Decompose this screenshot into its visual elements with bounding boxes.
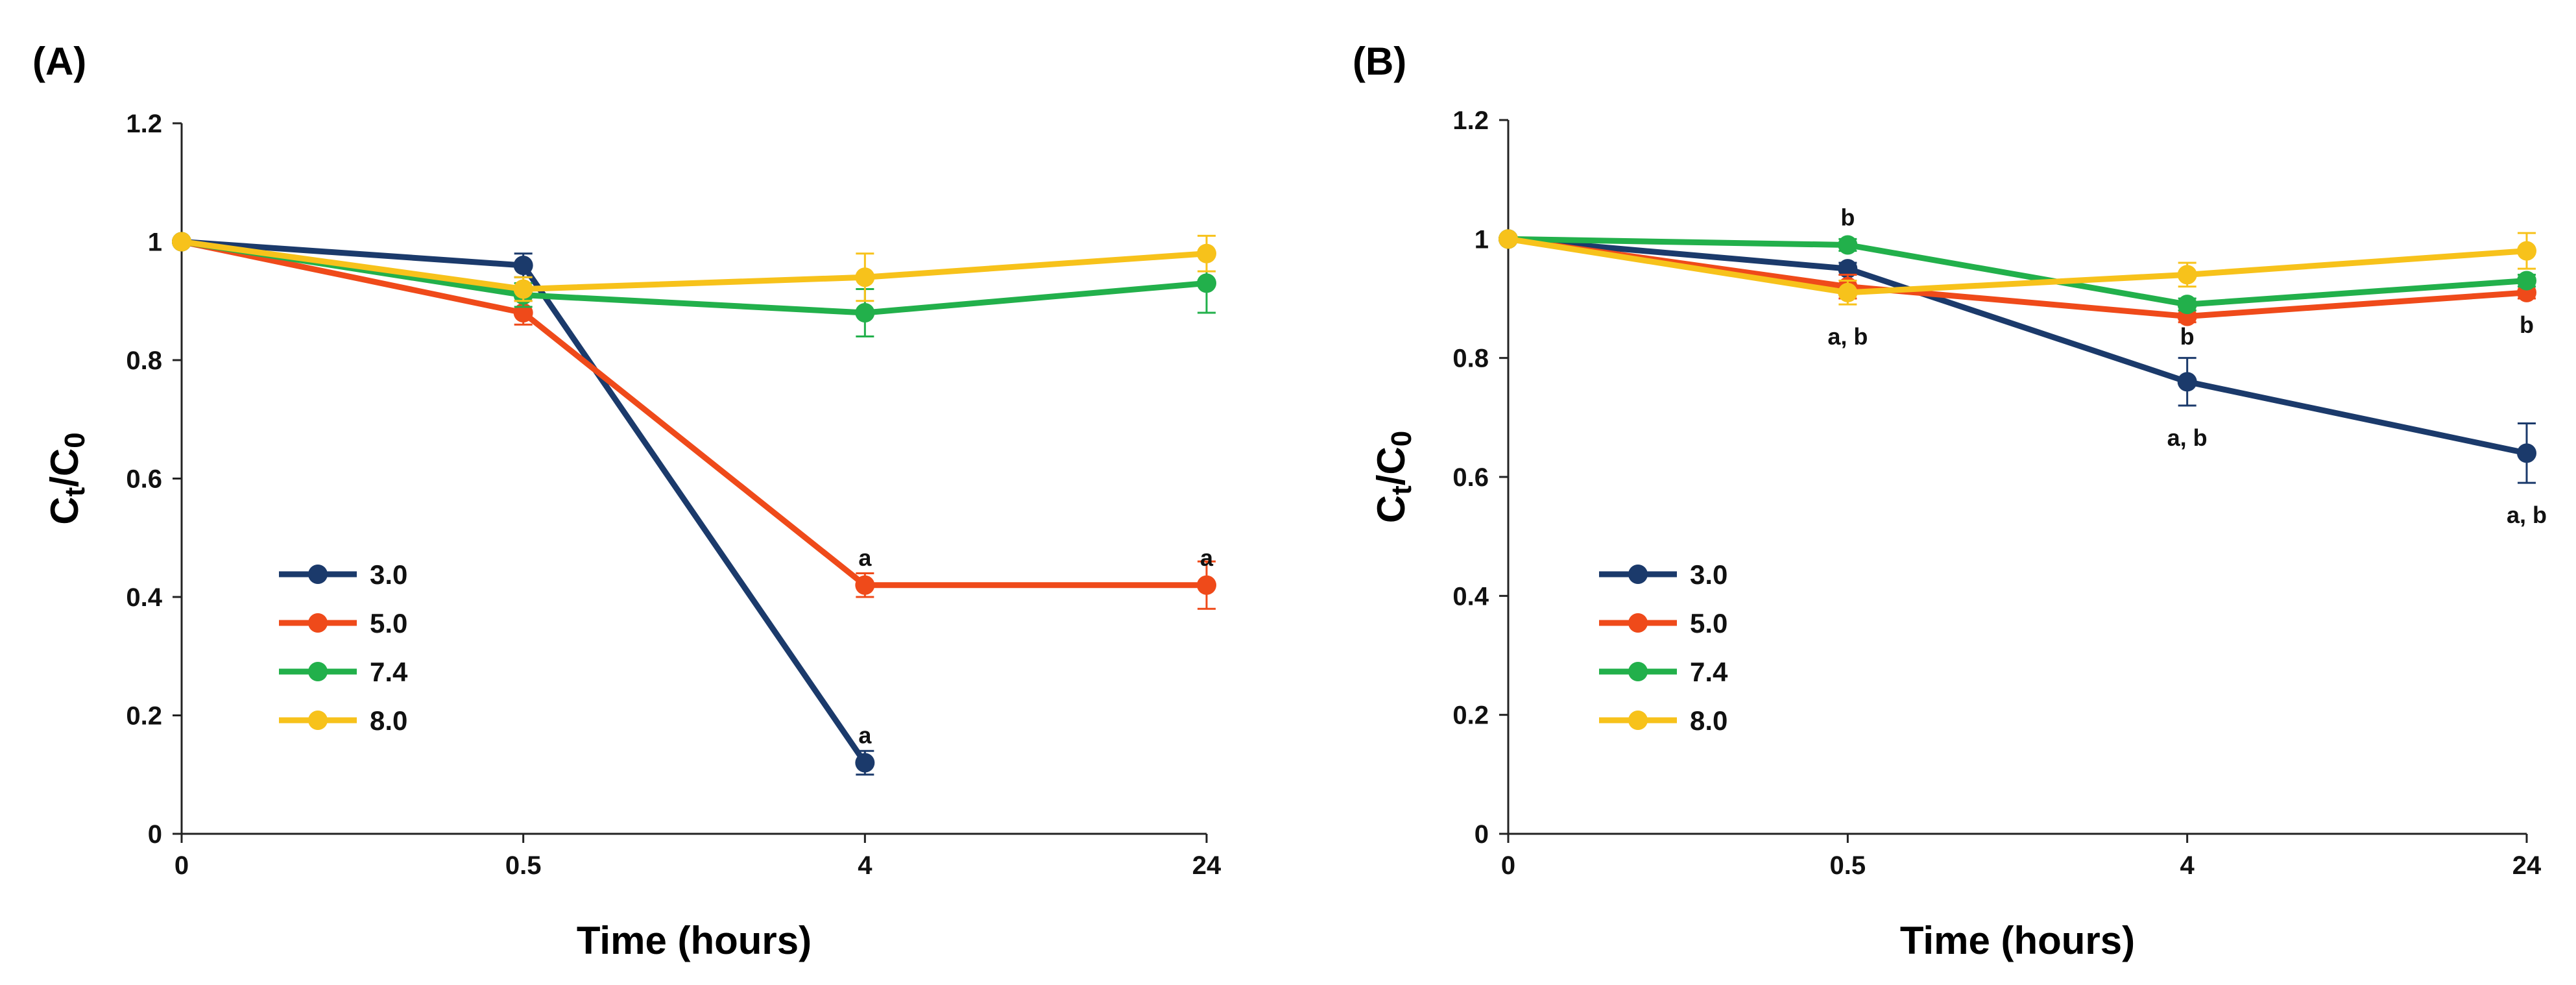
panel-b-x-tick-label: 0.5 (1830, 851, 1866, 880)
panel-a-series-7-4-line (181, 239, 1207, 316)
panel-a-series-5-0-point (1197, 575, 1216, 595)
panel-a-y-tick-label: 0.8 (126, 347, 162, 375)
panel-a-series-5-0-point (513, 303, 533, 322)
panel-b-y-tick-label: 0.4 (1452, 582, 1489, 611)
panel-b-y-tick-label: 1 (1475, 225, 1489, 254)
panel-a-legend-swatch-marker (308, 565, 328, 584)
panel-a-legend-label: 5.0 (370, 608, 407, 638)
panel-b-legend-swatch-marker (1628, 711, 1648, 730)
panel-a-significance-label: a (858, 544, 872, 571)
panel-a-y-tick-label: 0 (148, 820, 162, 849)
panel-a-legend-swatch-marker (308, 613, 328, 633)
panel-b-y-tick-label: 0 (1475, 820, 1489, 849)
panel-b-series-5-0-line (1508, 236, 2527, 319)
panel-a-y-axis-title-part: t (59, 487, 91, 496)
panel-b-x-tick-label: 0 (1501, 851, 1515, 880)
panel-b-x-tick-label: 4 (2180, 851, 2195, 880)
panel-a-x-axis-title: Time (hours) (577, 919, 812, 962)
panel-b-y-axis-title-part: 0 (1386, 431, 1417, 446)
panel-b-series-8-0-line (1508, 236, 2527, 296)
panel-a-y-axis-title-part: /C (43, 448, 86, 487)
panel-a-label: (A) (32, 40, 86, 83)
panel-b-legend-label: 3.0 (1690, 559, 1727, 590)
panel-a-significance-label: a (858, 722, 872, 749)
panel-a-legend-label: 3.0 (370, 559, 407, 590)
panel-b-series-3-0-point (2517, 443, 2536, 463)
panel-a-legend-label: 7.4 (370, 657, 408, 687)
panel-b-significance-label: b (1840, 204, 1855, 231)
panel-b-series-7-4-point (2177, 295, 2197, 315)
panel-b-series-8-0-point (2517, 241, 2536, 261)
panel-a-legend-swatch-marker (308, 711, 328, 730)
panel-b-x-tick-label: 24 (2512, 851, 2542, 880)
panel-a: (A) 0 0.2 0.4 0.6 0.8 1 1.2 0 0.5 4 24 Time (hours) C… (32, 40, 1222, 962)
panel-a-legend-swatch-marker (308, 662, 328, 681)
panel-b-label: (B) (1353, 40, 1406, 83)
panel-b-y-axis-title-part: C (1369, 495, 1413, 523)
panel-b-significance-label: b (2180, 323, 2195, 350)
panel-a-significance-label: a (1200, 544, 1214, 571)
panel-b-significance-label: b (2520, 311, 2534, 338)
panel-a-series-8-0-point (172, 232, 191, 252)
panel-b-series-7-4-point (2517, 271, 2536, 291)
panel-b-y-axis-title: Ct/C0 (1369, 431, 1417, 523)
panel-b-legend-swatch-marker (1628, 613, 1648, 633)
panel-b-legend-label: 7.4 (1690, 657, 1728, 687)
panel-b-y-tick-label: 1.2 (1452, 106, 1489, 135)
panel-a-legend-label: 8.0 (370, 705, 407, 736)
panel-b-series-8-0-point (2177, 265, 2197, 285)
panel-a-x-tick-label: 0.5 (505, 851, 542, 880)
panel-a-y-tick-label: 0.6 (126, 465, 162, 494)
panel-b: (B) 0 0.2 0.4 0.6 0.8 1 1.2 0 0.5 4 24 Time (hours) C… (1353, 40, 2547, 962)
panel-b-x-axis-title: Time (hours) (1900, 919, 2135, 962)
panel-a-y-tick-label: 0.2 (126, 702, 162, 731)
panel-a-y-axis-title: Ct/C0 (43, 432, 91, 524)
panel-a-series-8-0-point (513, 279, 533, 299)
panel-a-x-tick-label: 24 (1192, 851, 1222, 880)
panel-a-series-8-0-point (855, 267, 875, 287)
panel-b-y-tick-label: 0.8 (1452, 345, 1489, 373)
panel-a-y-axis-title-part: C (43, 496, 86, 524)
panel-b-legend-swatch-marker (1628, 662, 1648, 681)
panel-b-significance-label: a, b (2167, 424, 2208, 451)
panel-a-series-5-0-line (181, 239, 1207, 589)
panel-b-series-3-0-point (2177, 372, 2197, 392)
panel-b-y-tick-label: 0.6 (1452, 463, 1489, 492)
panel-b-legend-label: 8.0 (1690, 705, 1727, 736)
panel-a-series-7-4-point (855, 303, 875, 322)
panel-a-series-3-0-point (855, 753, 875, 773)
panel-b-y-axis-title-part: t (1386, 485, 1417, 495)
panel-a-series-3-0-point (513, 256, 533, 275)
panel-a-x-tick-label: 4 (858, 851, 873, 880)
panel-b-significance-label: a, b (2507, 502, 2547, 528)
panel-a-series-8-0-point (1197, 243, 1216, 263)
panel-a-series-5-0-point (855, 575, 875, 595)
panel-a-y-tick-label: 1.2 (126, 110, 162, 138)
panel-b-series-3-0-point (1838, 259, 1858, 279)
panel-b-series-8-0-point (1838, 282, 1858, 302)
panel-a-series-8-0-line (181, 239, 1207, 292)
panel-b-y-tick-label: 0.2 (1452, 701, 1489, 730)
panel-a-y-tick-label: 1 (148, 228, 162, 257)
panel-b-significance-label: a, b (1827, 323, 1868, 350)
panel-b-y-axis-title-part: /C (1369, 446, 1413, 485)
panel-b-legend-label: 5.0 (1690, 608, 1727, 638)
panel-a-series-7-4-point (1197, 273, 1216, 293)
panel-a-y-tick-label: 0.4 (126, 583, 162, 612)
panel-b-series-7-4-line (1508, 236, 2527, 308)
panel-b-series-3-0-line (1508, 236, 2527, 456)
panel-a-x-tick-label: 0 (175, 851, 189, 880)
panel-b-legend-swatch-marker (1628, 565, 1648, 584)
panel-b-series-7-4-point (1838, 235, 1858, 255)
panel-b-series-8-0-point (1499, 229, 1518, 249)
panel-a-y-axis-title-part: 0 (59, 432, 91, 448)
